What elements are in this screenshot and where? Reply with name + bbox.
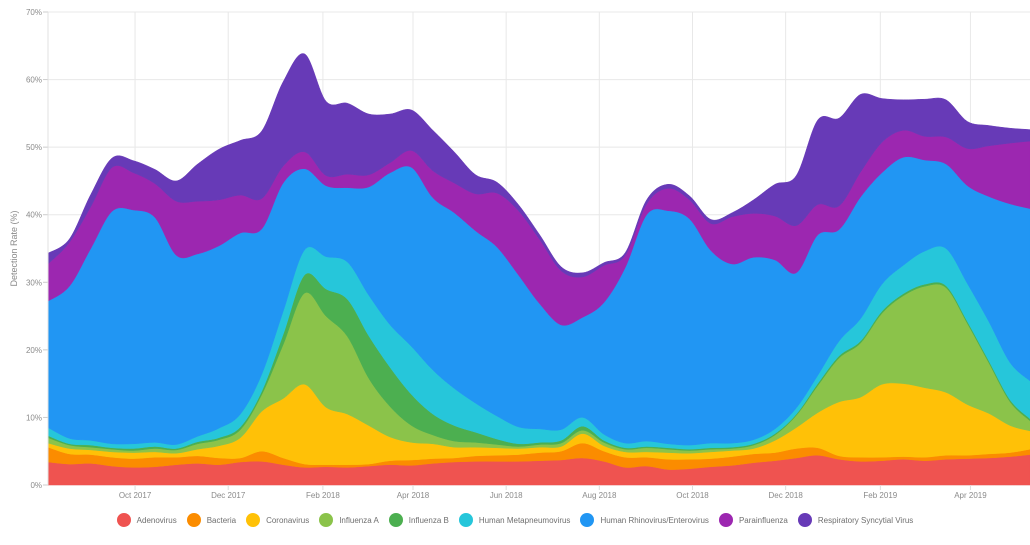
legend-swatch-icon	[246, 513, 261, 527]
legend-item-influenza-b[interactable]: Influenza B	[388, 513, 449, 527]
legend-swatch-icon	[458, 513, 473, 527]
legend-item-coronavirus[interactable]: Coronavirus	[246, 513, 309, 527]
legend: Adenovirus Bacteria Coronavirus Influenza A…	[0, 513, 1030, 527]
legend-item-adenovirus[interactable]: Adenovirus	[116, 513, 177, 527]
legend-swatch-icon	[797, 513, 812, 527]
legend-label: Bacteria	[206, 515, 237, 525]
x-tick-label: Feb 2018	[306, 491, 340, 500]
y-axis-label: Detection Rate (%)	[9, 210, 19, 286]
area-respiratory-syncytial-virus[interactable]	[47, 53, 1030, 278]
legend-item-parainfluenza[interactable]: Parainfluenza	[718, 513, 788, 527]
x-tick-label: Apr 2018	[397, 491, 430, 500]
legend-item-bacteria[interactable]: Bacteria	[186, 513, 237, 527]
x-tick-label: Dec 2018	[769, 491, 804, 500]
legend-label: Parainfluenza	[738, 515, 788, 525]
y-tick-label: 10%	[26, 413, 42, 422]
legend-label: Adenovirus	[136, 515, 177, 525]
x-tick-label: Dec 2017	[211, 491, 246, 500]
x-tick-label: Oct 2018	[676, 491, 709, 500]
y-tick-label: 40%	[26, 211, 42, 220]
legend-swatch-icon	[319, 513, 334, 527]
legend-item-respiratory-syncytial-virus[interactable]: Respiratory Syncytial Virus	[797, 513, 914, 527]
legend-item-human-metapneumovirus[interactable]: Human Metapneumovirus	[458, 513, 571, 527]
legend-swatch-icon	[388, 513, 403, 527]
legend-swatch-icon	[116, 513, 131, 527]
legend-swatch-icon	[580, 513, 595, 527]
legend-item-influenza-a[interactable]: Influenza A	[319, 513, 379, 527]
legend-item-human-rhinovirus-enterovirus[interactable]: Human Rhinovirus/Enterovirus	[580, 513, 709, 527]
x-tick-label: Apr 2019	[954, 491, 987, 500]
legend-label: Coronavirus	[266, 515, 310, 525]
y-tick-label: 70%	[26, 8, 42, 17]
legend-label: Influenza B	[408, 515, 449, 525]
legend-label: Human Metapneumovirus	[478, 515, 571, 525]
legend-swatch-icon	[186, 513, 201, 527]
legend-label: Influenza A	[339, 515, 379, 525]
legend-swatch-icon	[718, 513, 733, 527]
area-series-layer	[47, 53, 1030, 486]
y-tick-label: 30%	[26, 278, 42, 287]
y-tick-label: 0%	[30, 481, 42, 490]
y-tick-label: 60%	[26, 76, 42, 85]
y-tick-label: 20%	[26, 346, 42, 355]
y-tick-label: 50%	[26, 143, 42, 152]
legend-label: Respiratory Syncytial Virus	[817, 515, 914, 525]
x-tick-label: Oct 2017	[119, 491, 152, 500]
x-tick-label: Aug 2018	[582, 491, 617, 500]
x-tick-label: Feb 2019	[863, 491, 897, 500]
chart-plot-area: 0% 10% 20% 30% 40% 50% 60% 70% Oct 2017 Dec 2017 F…	[9, 8, 1030, 500]
x-tick-label: Jun 2018	[490, 491, 523, 500]
legend-label: Human Rhinovirus/Enterovirus	[600, 515, 709, 525]
axes: 0% 10% 20% 30% 40% 50% 60% 70% Oct 2017 Dec 2017 F…	[26, 8, 987, 500]
